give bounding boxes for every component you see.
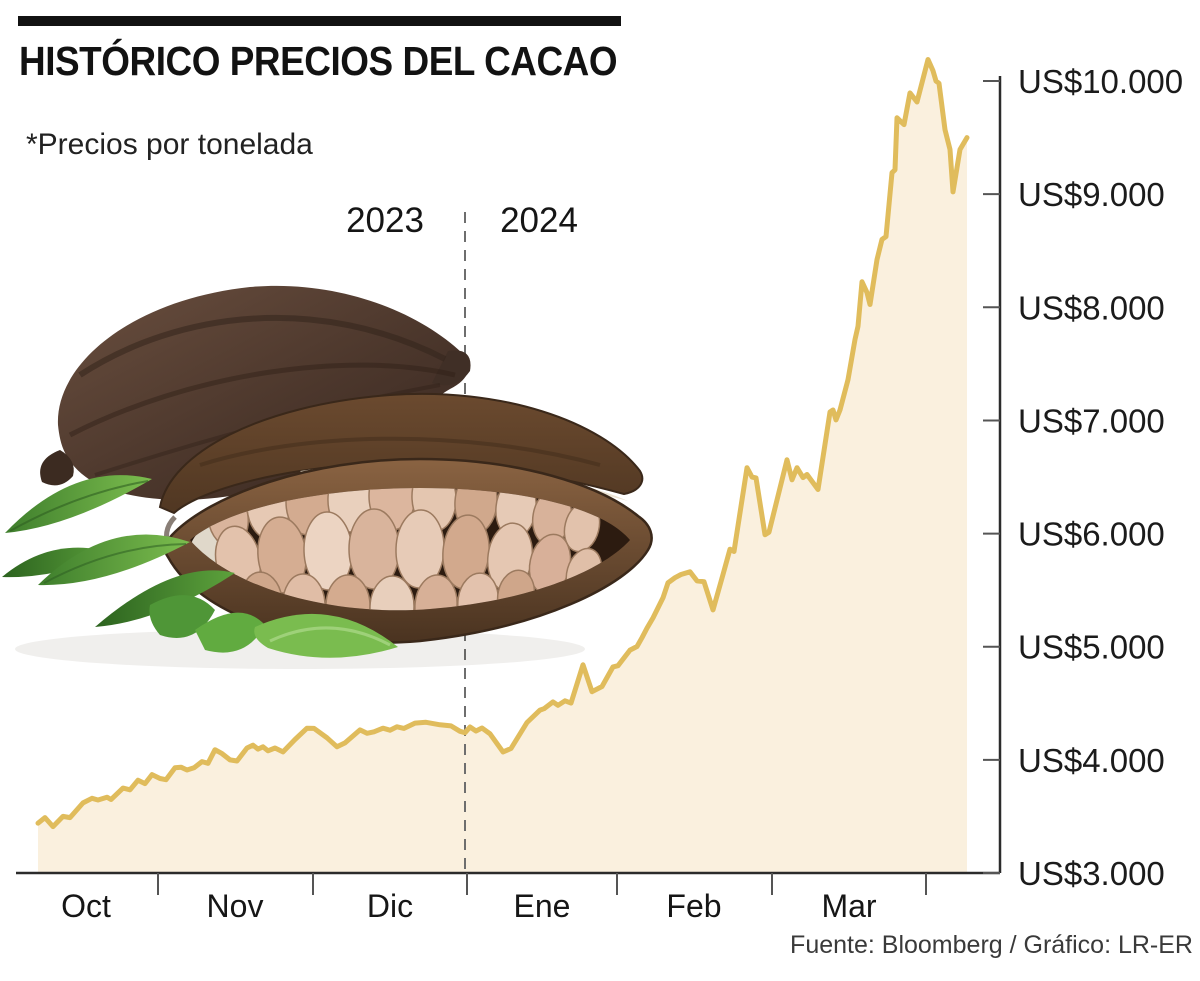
x-month-label: Nov	[207, 888, 264, 924]
y-tick-label: US$3.000	[1018, 855, 1165, 892]
price-area	[38, 59, 967, 873]
year-label-2023: 2023	[346, 201, 424, 240]
y-tick-label: US$9.000	[1018, 176, 1165, 213]
year-label-2024: 2024	[500, 201, 578, 240]
y-tick-label: US$8.000	[1018, 289, 1165, 326]
accent-bar	[18, 16, 621, 26]
open-cacao-pod	[158, 392, 653, 644]
x-month-label: Mar	[821, 888, 876, 924]
y-tick-label: US$7.000	[1018, 402, 1165, 439]
price-line	[35, 57, 970, 830]
x-month-label: Feb	[666, 888, 721, 924]
whole-cacao-pod	[40, 285, 471, 500]
page-title: HISTÓRICO PRECIOS DEL CACAO	[19, 38, 618, 84]
cacao-photo	[2, 285, 653, 669]
x-month-label: Dic	[367, 888, 413, 924]
y-tick-label: US$4.000	[1018, 742, 1165, 779]
source-credit: Fuente: Bloomberg / Gráfico: LR-ER	[790, 931, 1193, 959]
x-month-label: Ene	[514, 888, 571, 924]
y-tick-label: US$10.000	[1018, 63, 1183, 100]
cacao-leaves	[2, 475, 398, 658]
y-tick-label: US$6.000	[1018, 516, 1165, 553]
y-tick-label: US$5.000	[1018, 629, 1165, 666]
page-subtitle: *Precios por tonelada	[26, 128, 313, 161]
x-month-label: Oct	[61, 888, 111, 924]
